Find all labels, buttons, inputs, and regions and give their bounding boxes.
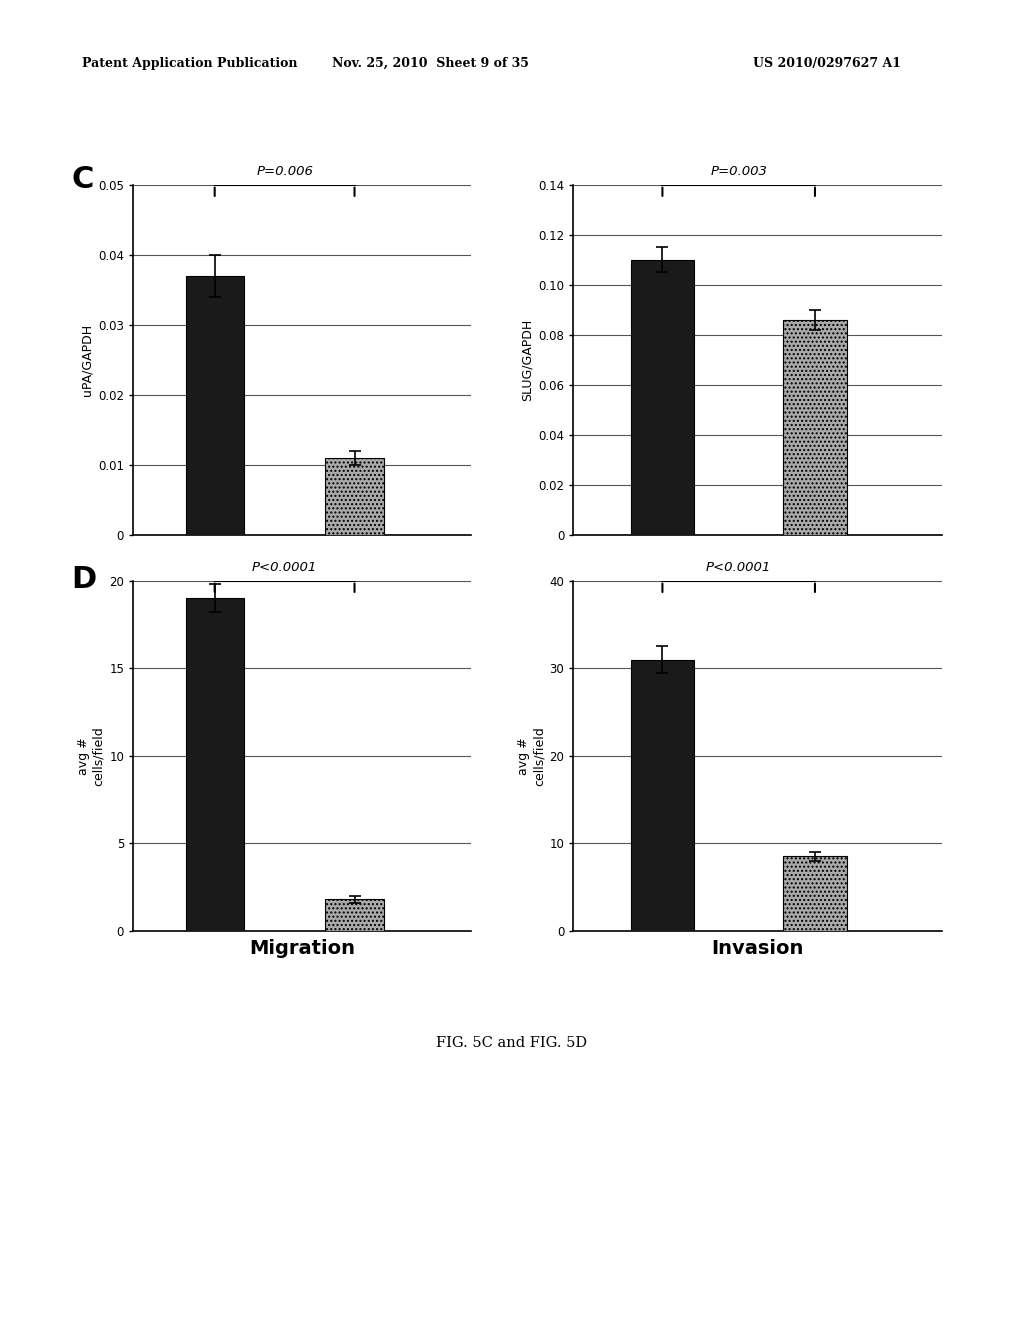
Text: P=0.003: P=0.003 [711, 165, 767, 178]
Bar [185, 276, 244, 535]
Bar [326, 458, 384, 535]
Bar [185, 598, 244, 931]
Text: P=0.006: P=0.006 [256, 165, 313, 178]
Y-axis label: SLUG/GAPDH: SLUG/GAPDH [521, 318, 535, 401]
Text: FIG. 5C and FIG. 5D: FIG. 5C and FIG. 5D [436, 1036, 588, 1051]
Text: P<0.0001: P<0.0001 [707, 561, 771, 574]
Y-axis label: uPA/GAPDH: uPA/GAPDH [81, 323, 94, 396]
Text: C: C [72, 165, 94, 194]
X-axis label: Migration: Migration [249, 939, 355, 958]
Text: US 2010/0297627 A1: US 2010/0297627 A1 [753, 57, 901, 70]
Text: D: D [72, 565, 97, 594]
Y-axis label: avg #
cells/field: avg # cells/field [517, 726, 546, 785]
Bar [631, 260, 694, 535]
Bar [783, 319, 847, 535]
Bar [783, 857, 847, 931]
Bar [631, 660, 694, 931]
Bar [326, 899, 384, 931]
Text: P<0.0001: P<0.0001 [252, 561, 317, 574]
Y-axis label: avg #
cells/field: avg # cells/field [77, 726, 105, 785]
X-axis label: Invasion: Invasion [712, 939, 804, 958]
Text: Patent Application Publication: Patent Application Publication [82, 57, 297, 70]
Text: Nov. 25, 2010  Sheet 9 of 35: Nov. 25, 2010 Sheet 9 of 35 [332, 57, 528, 70]
